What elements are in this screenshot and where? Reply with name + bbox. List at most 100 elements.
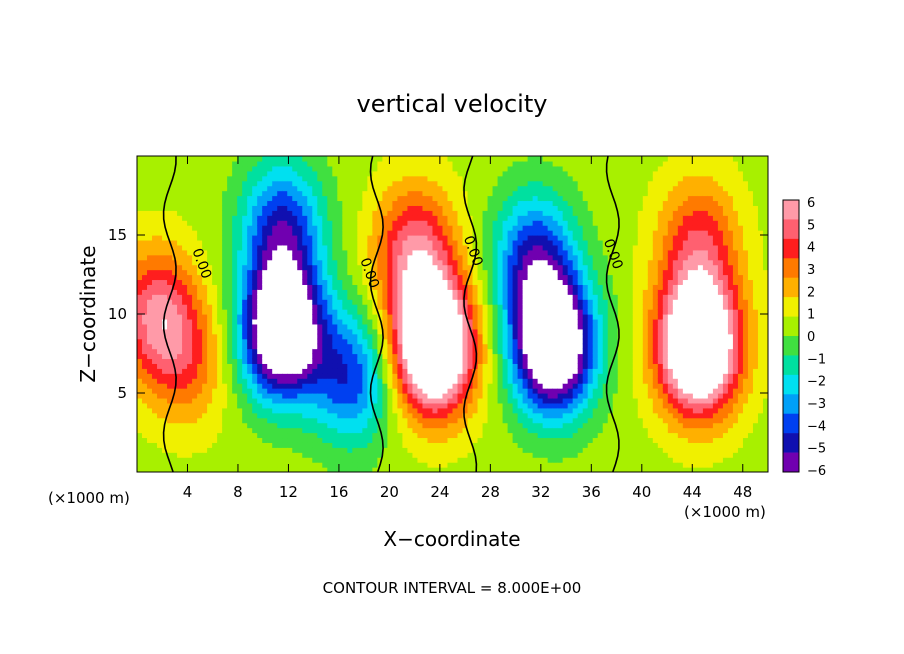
field-cell [192, 363, 198, 369]
field-cell [192, 373, 198, 379]
field-cell [177, 407, 183, 414]
field-cell [267, 304, 273, 310]
field-cell [242, 417, 248, 424]
field-cell [412, 165, 419, 172]
field-cell [182, 348, 188, 355]
field-cell [392, 338, 399, 345]
field-cell [177, 210, 183, 216]
field-cell [147, 254, 153, 261]
field-cell [497, 195, 504, 202]
field-cell [257, 323, 263, 330]
field-cell [452, 299, 459, 305]
field-cell [397, 462, 404, 468]
field-cell [142, 407, 148, 414]
field-cell [232, 165, 238, 172]
field-cell [152, 417, 158, 424]
field-cell [482, 160, 489, 167]
field-cell [422, 427, 429, 434]
field-cell [502, 160, 509, 167]
field-cell [262, 269, 268, 276]
field-cell [192, 338, 198, 345]
field-cell [472, 432, 479, 439]
field-cell [272, 383, 278, 389]
field-cell [217, 254, 223, 261]
field-cell [207, 235, 213, 241]
field-cell [452, 205, 459, 211]
field-cell [352, 407, 358, 414]
field-cell [357, 249, 363, 256]
field-cell [502, 254, 509, 261]
field-cell [307, 358, 313, 364]
field-cell [232, 200, 238, 206]
field-cell [357, 314, 363, 320]
field-cell [167, 205, 173, 211]
field-cell [242, 432, 248, 439]
field-cell [417, 235, 424, 241]
field-cell [152, 210, 158, 216]
field-cell [487, 200, 494, 206]
field-cell [267, 462, 273, 468]
field-cell [497, 437, 504, 443]
field-cell [382, 348, 388, 355]
field-cell [522, 225, 529, 231]
field-cell [142, 452, 148, 458]
field-cell [267, 180, 273, 187]
field-cell [322, 180, 328, 187]
field-cell [367, 289, 373, 295]
field-cell [227, 333, 233, 340]
field-cell [307, 338, 313, 345]
field-cell [222, 457, 228, 463]
field-cell [287, 205, 293, 211]
field-cell [437, 284, 444, 290]
field-cell [477, 447, 484, 453]
field-cell [442, 249, 449, 256]
field-cell [277, 397, 283, 404]
field-cell [307, 304, 313, 310]
field-cell [307, 427, 313, 434]
field-cell [377, 220, 383, 226]
field-cell [362, 220, 368, 226]
field-cell [197, 318, 203, 325]
field-cell [482, 412, 489, 419]
field-cell [182, 447, 188, 453]
field-cell [362, 393, 368, 399]
field-cell [177, 244, 183, 251]
field-cell [352, 274, 358, 281]
field-cell [207, 393, 213, 399]
field-cell [417, 299, 424, 305]
field-cell [252, 368, 258, 374]
field-cell [427, 358, 434, 364]
field-cell [457, 160, 464, 167]
field-cell [192, 264, 198, 271]
field-cell [272, 388, 278, 394]
field-cell [252, 422, 258, 429]
field-cell [287, 348, 293, 355]
field-cell [477, 156, 484, 162]
field-cell [197, 412, 203, 419]
field-cell [342, 235, 348, 241]
field-cell [452, 452, 459, 458]
field-cell [382, 402, 388, 409]
field-cell [372, 397, 378, 404]
field-cell [152, 269, 158, 276]
field-cell [232, 190, 238, 197]
field-cell [517, 407, 524, 414]
field-cell [437, 397, 444, 404]
field-cell [172, 264, 178, 271]
field-cell [362, 235, 368, 241]
field-cell [277, 180, 283, 187]
field-cell [447, 343, 454, 350]
field-cell [382, 343, 388, 350]
field-cell [182, 299, 188, 305]
field-cell [252, 289, 258, 295]
field-cell [377, 279, 383, 285]
field-cell [387, 353, 394, 360]
field-cell [302, 467, 308, 472]
field-cell [412, 417, 419, 424]
field-cell [502, 235, 509, 241]
field-cell [172, 160, 178, 167]
field-cell [357, 264, 363, 271]
field-cell [412, 378, 419, 384]
field-cell [267, 457, 273, 463]
field-cell [352, 304, 358, 310]
